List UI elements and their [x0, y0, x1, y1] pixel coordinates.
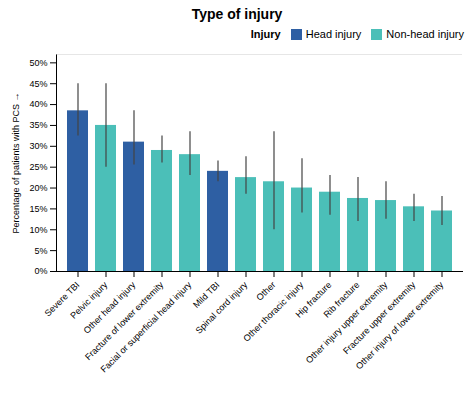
html-text:Injury: Injury: [250, 28, 281, 40]
svg-text:50%: 50%: [29, 58, 47, 68]
html-text:Head injury: Head injury: [305, 28, 362, 40]
svg-text:10%: 10%: [29, 225, 47, 235]
svg-text:15%: 15%: [29, 204, 47, 214]
svg-text:Hip fracture: Hip fracture: [293, 279, 334, 320]
svg-text:Mild TBI: Mild TBI: [191, 279, 222, 310]
svg-text:Other: Other: [254, 280, 277, 303]
svg-text:Facial or superficial head inj: Facial or superficial head injury: [99, 279, 194, 374]
svg-text:Rib fracture: Rib fracture: [321, 279, 362, 320]
html-text:Non-head injury: Non-head injury: [386, 28, 464, 40]
svg-text:Pelvic injury: Pelvic injury: [68, 279, 110, 321]
svg-text:Percentage of patients with PC: Percentage of patients with PCS →: [11, 92, 21, 233]
svg-text:0%: 0%: [34, 266, 47, 276]
svg-text:Other injury of lower extremit: Other injury of lower extremity: [354, 279, 446, 371]
svg-text:35%: 35%: [29, 120, 47, 130]
svg-text:Severe TBI: Severe TBI: [42, 279, 82, 319]
svg-text:Other head injury: Other head injury: [81, 279, 138, 336]
svg-text:Fracture upper extremity: Fracture upper extremity: [341, 279, 418, 357]
svg-text:30%: 30%: [29, 141, 47, 151]
svg-text:Fracture of lower extremity: Fracture of lower extremity: [83, 279, 166, 363]
svg-text:45%: 45%: [29, 79, 47, 89]
svg-text:Spinal cord injury: Spinal cord injury: [194, 279, 250, 335]
svg-text:5%: 5%: [34, 246, 47, 256]
svg-text:Other injury upper extremity: Other injury upper extremity: [303, 279, 390, 366]
svg-text:20%: 20%: [29, 183, 47, 193]
svg-text:Other thoracic injury: Other thoracic injury: [241, 279, 306, 344]
html-text:Type of injury: Type of injury: [191, 6, 283, 22]
svg-text:25%: 25%: [29, 162, 47, 172]
svg-text:40%: 40%: [29, 99, 47, 109]
